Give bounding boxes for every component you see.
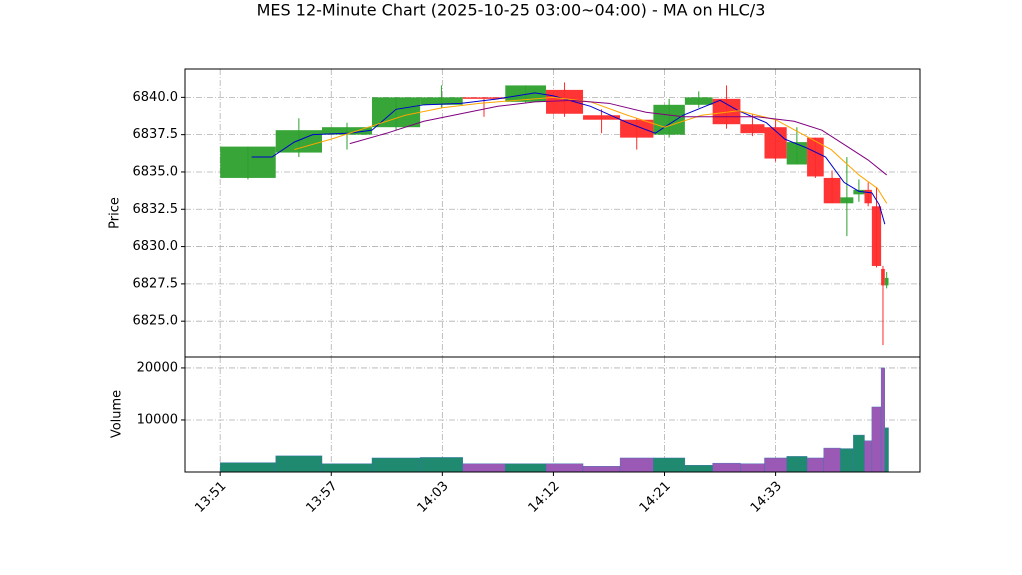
candle-body xyxy=(884,277,889,286)
volume-bar xyxy=(219,462,276,473)
x-tick-label: 14:12 xyxy=(526,479,563,516)
y-axis-label: Price xyxy=(108,197,123,229)
y-tick-label: 6840.0 xyxy=(133,90,179,105)
candle-body xyxy=(653,104,685,135)
volume-bar xyxy=(545,463,584,473)
volume-bar xyxy=(823,447,841,473)
volume-bar xyxy=(684,465,713,473)
candle-body xyxy=(840,197,854,204)
candle-body xyxy=(420,97,463,105)
candle-body xyxy=(505,85,547,102)
y-axis-label: Volume xyxy=(110,390,125,438)
candle-body xyxy=(583,115,621,120)
volume-bar xyxy=(371,457,421,473)
plot-frame xyxy=(184,356,921,473)
y-tick-label: 6832.5 xyxy=(133,202,179,217)
candle-body xyxy=(823,177,841,204)
volume-bar xyxy=(840,448,854,473)
candle-body xyxy=(462,97,506,99)
volume-bar xyxy=(740,463,765,473)
candle-body xyxy=(220,146,276,178)
volume-bar xyxy=(806,457,824,473)
moving-average-line xyxy=(294,96,888,204)
y-tick-label: 6830.0 xyxy=(133,239,179,254)
y-tick-label: 6825.0 xyxy=(133,314,179,329)
x-tick-label: 13:57 xyxy=(303,479,340,516)
moving-average-line xyxy=(349,99,887,176)
volume-bar xyxy=(764,457,787,473)
volume-bar xyxy=(884,427,889,473)
volume-bar xyxy=(321,463,373,473)
volume-bar xyxy=(871,406,882,473)
candle-body xyxy=(786,142,808,165)
volume-bar xyxy=(853,434,865,473)
x-tick-label: 13:51 xyxy=(192,479,229,516)
candle-body xyxy=(853,189,865,195)
volume-bar xyxy=(462,463,506,473)
candle-body xyxy=(871,206,882,266)
candle-body xyxy=(807,137,824,177)
candle-body xyxy=(684,97,713,105)
volume-bar xyxy=(619,457,654,473)
volume-bar xyxy=(786,456,808,473)
volume-bar xyxy=(505,463,547,473)
candle-body xyxy=(322,127,372,135)
y-tick-label: 10000 xyxy=(137,412,178,427)
x-tick-label: 14:21 xyxy=(637,479,674,516)
x-tick-label: 14:03 xyxy=(415,479,452,516)
volume-bar xyxy=(275,455,323,473)
y-tick-label: 6837.5 xyxy=(133,127,179,142)
x-tick-label: 14:33 xyxy=(748,479,785,516)
y-tick-label: 6835.0 xyxy=(133,164,179,179)
volume-bar xyxy=(582,466,621,473)
volume-bar xyxy=(864,440,873,473)
candle-body xyxy=(275,130,323,153)
candle-body xyxy=(881,268,885,286)
y-tick-label: 20000 xyxy=(137,360,178,375)
volume-bar xyxy=(712,462,741,473)
chart-title: MES 12-Minute Chart (2025-10-25 03:00~04… xyxy=(257,1,766,20)
candle-body xyxy=(546,89,584,114)
volume-bar xyxy=(419,457,463,473)
moving-average-line xyxy=(251,92,886,225)
volume-bar xyxy=(653,457,686,473)
candle-body xyxy=(764,127,787,159)
candle-body xyxy=(864,189,872,204)
candle-body xyxy=(620,119,654,138)
y-tick-label: 6827.5 xyxy=(133,276,179,291)
candle-body xyxy=(740,124,765,134)
candle-body xyxy=(371,97,421,128)
volume-bar xyxy=(880,367,886,473)
